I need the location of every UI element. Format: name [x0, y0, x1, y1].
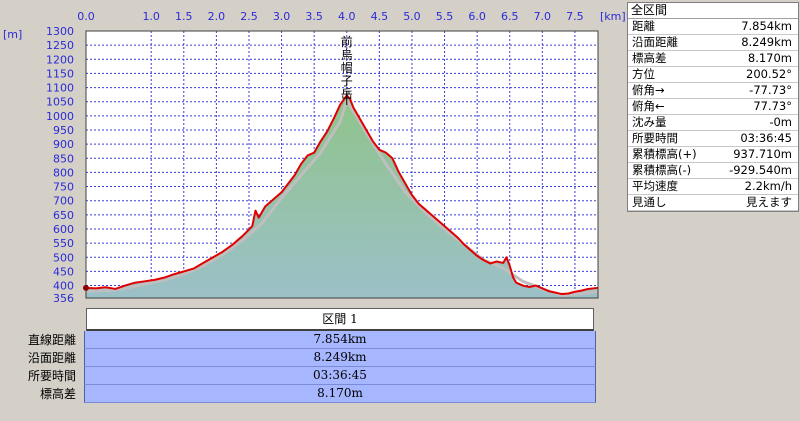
x-tick-label: 3.5 [305, 10, 323, 23]
summary-row: 累積標高(+) 937.710m [628, 147, 798, 163]
summary-value: 937.710m [733, 147, 792, 161]
y-tick-label: 400 [53, 280, 74, 293]
y-tick-label: 1200 [46, 53, 74, 66]
section-stat-value: 03:36:45 [84, 367, 596, 385]
y-tick-label: 650 [53, 209, 74, 222]
x-tick-label: 7.0 [534, 10, 552, 23]
y-tick-label: 500 [53, 251, 74, 264]
summary-key: 標高差 [632, 51, 667, 65]
summary-row: 累積標高(-) -929.540m [628, 163, 798, 179]
summary-value: 03:36:45 [740, 131, 792, 145]
y-tick-label: 1050 [46, 96, 74, 109]
y-tick-label: 1100 [46, 82, 74, 95]
summary-value: -77.73° [749, 83, 792, 97]
summary-key: 沿面距離 [632, 35, 678, 49]
section-stat-row: 所要時間 03:36:45 [0, 367, 600, 385]
x-tick-label: 4.5 [371, 10, 389, 23]
section-stat-row: 標高差 8.170m [0, 385, 600, 403]
summary-row: 見通し 見えます [628, 195, 798, 211]
summary-value: -929.540m [729, 163, 792, 177]
x-tick-label: 2.0 [208, 10, 226, 23]
y-tick-label: 700 [53, 195, 74, 208]
section-stat-row: 沿面距離 8.249km [0, 349, 600, 367]
summary-value: 77.73° [753, 99, 792, 113]
summary-key: 累積標高(-) [632, 163, 692, 177]
section-stat-key: 標高差 [39, 387, 76, 401]
x-tick-label: 0.0 [77, 10, 95, 23]
peak-label-char: 帽 [341, 60, 353, 75]
y-tick-label: 800 [53, 166, 74, 179]
x-tick-label: 6.0 [468, 10, 486, 23]
summary-key: 俯角← [632, 99, 665, 113]
section-header[interactable]: 区間 1 [86, 308, 594, 331]
y-tick-label: 550 [53, 237, 74, 250]
elevation-chart: 0.0 1.0 1.5 2.0 2.5 3.0 3.5 4.0 4.5 5.0 5.5 6.0 6.5 7… [3, 10, 626, 305]
start-marker [83, 284, 89, 291]
section-stat-value: 8.170m [84, 385, 596, 403]
summary-value: 見えます [746, 195, 792, 209]
summary-row: 所要時間 03:36:45 [628, 131, 798, 147]
section-stat-value: 8.249km [84, 349, 596, 367]
y-tick-label: 850 [53, 152, 74, 165]
peak-label-char: 前 [341, 34, 353, 49]
y-tick-label: 950 [53, 124, 74, 137]
summary-key: 俯角→ [632, 83, 665, 97]
x-tick-label: 4.0 [338, 10, 356, 23]
summary-key: 所要時間 [632, 131, 678, 145]
y-tick-label: 900 [53, 138, 74, 151]
section-stat-key: 直線距離 [27, 333, 76, 347]
y-tick-label: 450 [53, 265, 74, 278]
y-tick-label: 750 [53, 181, 74, 194]
summary-value: 8.170m [747, 51, 792, 65]
x-tick-label: 5.0 [403, 10, 421, 23]
y-tick-label: 356 [53, 292, 74, 305]
section-stat-row: 直線距離 7.854km [0, 331, 600, 349]
x-tick-label: 6.5 [501, 10, 519, 23]
summary-row: 平均速度 2.2km/h [628, 179, 798, 195]
summary-value: -0m [769, 115, 792, 129]
summary-key: 平均速度 [632, 179, 678, 193]
summary-row: 標高差 8.170m [628, 51, 798, 67]
summary-value: 7.854km [741, 19, 792, 33]
x-tick-label: 3.0 [273, 10, 291, 23]
summary-panel: 全区間 距離 7.854km 沿面距離 8.249km 標高差 8.170m 方位 200.5… [627, 2, 799, 212]
summary-panel-title: 全区間 [628, 3, 798, 19]
summary-key: 沈み量 [632, 115, 667, 129]
summary-key: 方位 [632, 67, 655, 81]
plot-frame [85, 30, 599, 299]
summary-key: 距離 [632, 19, 655, 33]
y-tick-label: 1150 [46, 67, 74, 80]
summary-row: 沈み量 -0m [628, 115, 798, 131]
y-axis-label: [m] [3, 28, 22, 41]
peak-label-char: 子 [341, 74, 353, 88]
summary-value: 200.52° [746, 67, 792, 81]
summary-row: 沿面距離 8.249km [628, 35, 798, 51]
section-stat-value: 7.854km [84, 331, 596, 349]
section-stat-key: 所要時間 [27, 369, 76, 383]
section-stat-key: 沿面距離 [27, 351, 76, 365]
summary-row: 距離 7.854km [628, 19, 798, 35]
summary-row: 俯角← 77.73° [628, 99, 798, 115]
y-tick-label: 600 [53, 223, 74, 236]
summary-row: 俯角→ -77.73° [628, 83, 798, 99]
summary-key: 累積標高(+) [632, 147, 697, 161]
terrain-area [86, 95, 598, 298]
elevation-profile-line [85, 94, 599, 296]
y-tick-label: 1300 [46, 25, 74, 38]
x-tick-label: 1.5 [175, 10, 193, 23]
summary-value: 2.2km/h [744, 179, 792, 193]
peak-label-char: 烏 [341, 48, 353, 62]
x-tick-label: 7.5 [566, 10, 584, 23]
section-stats: 直線距離 7.854km 沿面距離 8.249km 所要時間 03:36:45 標高差 8.1… [0, 331, 600, 403]
summary-row: 方位 200.52° [628, 67, 798, 83]
y-tick-label: 1000 [46, 110, 74, 123]
x-tick-label: 5.5 [436, 10, 454, 23]
summary-key: 見通し [632, 195, 667, 209]
x-axis-label: [km] [600, 10, 626, 23]
x-tick-label: 2.5 [240, 10, 258, 23]
y-tick-label: 1250 [46, 39, 74, 52]
summary-value: 8.249km [741, 35, 792, 49]
x-tick-label: 1.0 [142, 10, 160, 23]
